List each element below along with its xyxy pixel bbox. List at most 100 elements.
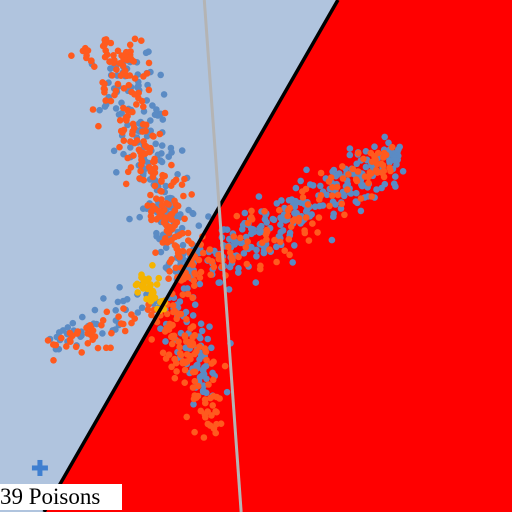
data-point [326,202,333,210]
data-point [170,332,178,340]
data-point [285,236,293,243]
data-point [102,344,110,352]
data-point [44,337,52,344]
data-point [203,375,210,383]
data-point [277,238,284,246]
data-point [180,192,187,200]
data-point [221,362,229,370]
data-point [178,147,186,154]
data-point [118,52,125,59]
data-point [368,193,376,200]
data-point [291,242,298,249]
data-point [89,336,96,344]
data-point [157,157,164,164]
data-point [217,420,225,428]
data-point [144,202,151,209]
data-point [198,352,205,360]
data-point [112,307,119,314]
data-point [117,320,125,327]
data-point [183,413,190,421]
data-point [127,144,134,151]
data-point [112,87,120,95]
data-point [323,191,331,199]
data-point [302,214,310,221]
data-points [44,35,407,441]
data-point [228,254,236,261]
data-point [153,281,161,288]
data-point [72,343,80,351]
data-point [163,200,170,207]
data-point [360,155,367,163]
data-point [233,212,241,220]
data-point [115,313,122,321]
data-point [149,173,157,181]
data-point [215,255,223,263]
data-point [226,263,234,271]
data-point [94,344,102,352]
data-point [206,323,213,331]
data-point [86,322,94,329]
data-point [147,191,154,199]
data-point [365,179,372,187]
data-point [58,334,65,342]
region-left [0,0,338,512]
data-point [107,97,115,105]
data-point [381,133,389,141]
data-point [242,244,250,251]
data-point [184,290,192,298]
data-point [108,72,116,79]
data-point [278,197,285,204]
data-point [153,229,160,237]
data-point [199,249,207,257]
data-point [257,262,264,270]
data-point [281,247,289,254]
data-point [158,142,166,149]
data-point [101,103,109,110]
data-point [128,311,135,318]
data-point [115,111,123,118]
data-point [209,402,216,409]
data-point [155,207,162,215]
data-point [176,343,183,351]
data-point [266,246,273,253]
data-point [59,327,67,334]
data-point [79,47,87,55]
data-point [354,168,362,175]
data-point [393,161,400,168]
data-point [147,297,155,305]
data-point [189,294,196,302]
data-point [165,275,172,283]
data-point [258,222,265,230]
data-point [317,192,325,199]
data-point [127,164,135,171]
data-point [305,237,313,244]
data-point [306,181,314,188]
plus-marker [31,459,48,476]
data-point [95,122,102,130]
data-point [120,104,127,112]
data-point [202,399,209,407]
data-point [173,368,180,375]
data-point [314,229,321,236]
data-point [173,219,181,226]
data-point [137,167,144,175]
data-point [99,317,107,324]
data-point [168,149,175,156]
data-point [162,182,170,190]
data-point [114,298,122,306]
data-point [166,258,174,266]
data-point [197,320,205,328]
data-point [213,408,220,416]
data-point [101,41,108,49]
data-point [138,304,146,312]
data-point [183,351,191,358]
data-point [285,197,293,204]
data-point [119,62,127,70]
data-point [357,195,365,202]
data-point [328,236,336,244]
data-point [143,132,151,140]
data-point [113,169,120,176]
data-point [244,238,251,245]
